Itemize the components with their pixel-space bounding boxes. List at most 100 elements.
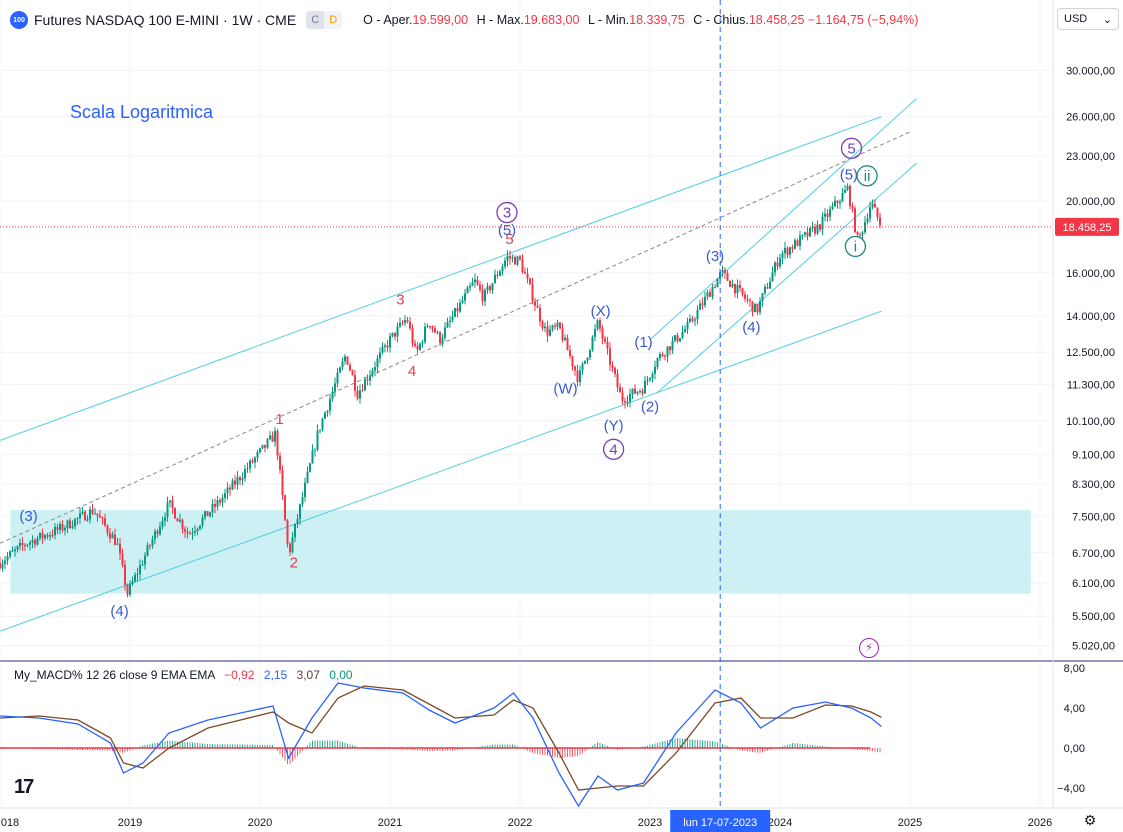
candle-body [179, 519, 181, 522]
wave-label: (3) [706, 248, 724, 265]
candle-body [471, 282, 474, 286]
candle-body [156, 531, 159, 535]
channel-line [0, 310, 882, 632]
candle-body [721, 269, 724, 273]
wave-circle [856, 165, 878, 187]
symbol-title[interactable]: Futures NASDAQ 100 E-MINI · 1W · CME [34, 12, 297, 28]
wave-label: 4 [408, 363, 416, 380]
wave-circle [844, 235, 867, 258]
price-tick-label: 14.000,00 [1066, 311, 1115, 323]
symbol-icon[interactable]: 100 [10, 11, 28, 29]
candle-body [209, 512, 211, 517]
candle-body [614, 367, 616, 374]
candle-body [469, 285, 471, 288]
candle-body [269, 435, 271, 440]
time-tick-label: 2026 [1028, 817, 1052, 829]
candle-body [509, 255, 511, 259]
open-value: 19.599,00 [412, 13, 469, 27]
candle-body [849, 185, 851, 207]
candle-body [424, 326, 426, 342]
candle-body [481, 289, 484, 302]
candle-body [401, 322, 404, 324]
candle-body [136, 573, 139, 575]
candle-body [31, 539, 34, 543]
candle-body [199, 525, 201, 529]
gear-icon[interactable]: ⚙ [1083, 812, 1097, 828]
trend-channels [0, 98, 917, 632]
candle-body [609, 348, 611, 365]
candle-body [66, 520, 69, 528]
candle-body [101, 517, 104, 519]
candle-body [669, 346, 671, 351]
candle-body [201, 517, 204, 526]
candle-body [501, 266, 504, 272]
candle-body [581, 363, 584, 371]
candle-body [426, 326, 429, 328]
candle-body [126, 584, 129, 595]
wave-labels: (3)(4)12345(5)3(X)(W)(Y)4(1)(2)(3)(4)(5)… [19, 137, 878, 620]
candle-body [449, 320, 451, 322]
candle-body [9, 551, 11, 557]
macd-line-value: 2,15 [263, 668, 288, 682]
candle-body [461, 300, 464, 303]
candle-body [784, 247, 786, 254]
macd-legend[interactable]: My_MACD% 12 26 close 9 EMA EMA −0,92 2,1… [14, 668, 353, 682]
candle-body [651, 373, 654, 378]
candle-body [761, 293, 764, 302]
candle-body [601, 328, 604, 339]
lightning-icon[interactable]: ⚡ [859, 638, 879, 658]
candle-body [186, 531, 189, 534]
candle-body [459, 302, 461, 312]
currency-value: USD [1064, 13, 1088, 25]
candle-body [6, 556, 9, 561]
candle-body [336, 372, 339, 384]
candle-body [54, 527, 56, 536]
candle-body [869, 207, 871, 219]
candle-body [804, 232, 806, 235]
candle-body [561, 328, 564, 341]
candle-body [291, 537, 294, 553]
chevron-down-icon: ⌄ [1102, 13, 1112, 26]
wave-label: 4 [609, 441, 617, 458]
candle-body [724, 269, 726, 273]
candle-body [799, 235, 801, 246]
candle-body [249, 460, 251, 469]
candle-body [741, 288, 744, 295]
candle-body [326, 410, 329, 413]
badge-d[interactable]: D [324, 11, 343, 29]
candle-body [846, 185, 849, 190]
candle-body [339, 367, 341, 373]
candle-body [56, 527, 59, 530]
macd-signal-value: 3,07 [296, 668, 320, 682]
candle-body [621, 392, 624, 401]
candle-body [306, 471, 309, 483]
wave-label: ii [864, 168, 871, 185]
candle-body [279, 455, 281, 470]
candle-body [76, 518, 79, 520]
candle-body [584, 360, 586, 364]
candle-body [786, 247, 789, 255]
candle-body [389, 336, 391, 348]
time-tick-label: 2023 [638, 817, 662, 829]
time-tick-label: 018 [1, 817, 19, 829]
currency-select[interactable]: USD ⌄ [1057, 8, 1119, 30]
candle-body [689, 318, 691, 323]
candle-body [236, 477, 239, 485]
candle-body [746, 298, 749, 301]
candle-body [739, 285, 741, 289]
candle-body [431, 326, 434, 329]
candle-body [421, 341, 424, 344]
price-candles [0, 183, 881, 598]
candle-body [41, 532, 44, 539]
badge-c[interactable]: C [306, 11, 325, 29]
support-zone [10, 510, 1031, 594]
candle-body [826, 213, 829, 217]
candle-body [646, 379, 649, 381]
candle-body [596, 320, 599, 329]
candle-body [254, 457, 256, 463]
candle-body [184, 528, 186, 532]
wave-circle [602, 438, 625, 460]
time-tick-label: 2019 [118, 817, 142, 829]
